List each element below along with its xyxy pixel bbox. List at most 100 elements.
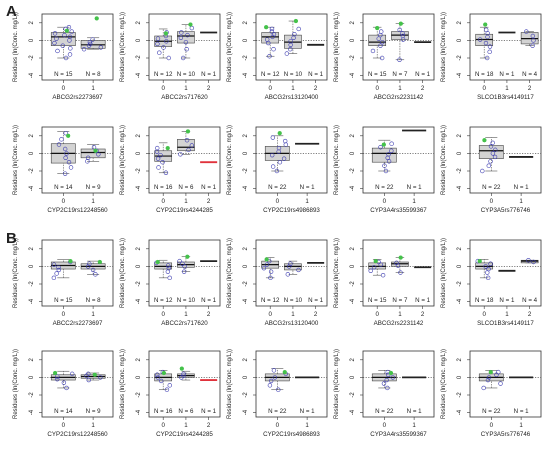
panel: Residues (ln(Conc. mg/L)) -4 -2 0 2 N = 22 N =…: [227, 349, 328, 438]
data-point: [66, 160, 72, 165]
highlight-point: [92, 372, 97, 377]
highlight-point: [381, 142, 386, 147]
data-point: [68, 165, 74, 170]
y-tick-label: 2: [136, 133, 142, 137]
y-tick-label: -4: [243, 185, 249, 191]
n-label: N = 7: [392, 297, 408, 304]
x-tick-label: 0: [375, 85, 379, 92]
data-point: [98, 45, 104, 50]
data-point: [63, 130, 68, 136]
data-point: [481, 385, 486, 391]
x-axis-label: ABCG2rs13120400: [265, 320, 319, 327]
n-label: N = 15: [368, 297, 387, 304]
n-label: N = 12: [261, 297, 280, 304]
x-axis-label: ABCC2rs717620: [161, 94, 208, 101]
x-tick-label: 1: [91, 311, 95, 318]
data-point: [376, 36, 381, 41]
y-tick-label: -2: [243, 281, 249, 287]
n-label: N = 12: [154, 71, 173, 78]
data-point: [98, 375, 103, 380]
y-tick-label: 0: [136, 375, 142, 379]
data-point: [397, 27, 402, 33]
panel-frame: [148, 126, 221, 194]
data-point: [62, 32, 67, 38]
data-point: [378, 145, 383, 150]
y-tick-label: -4: [136, 185, 142, 191]
y-tick-label: 2: [243, 20, 249, 24]
x-tick-label: 1: [519, 422, 523, 429]
y-tick-label: -2: [457, 392, 463, 398]
data-point: [186, 147, 191, 153]
data-point: [483, 27, 489, 33]
y-tick-label: -4: [350, 72, 356, 78]
panel: Residues (ln(Conc. mg/L)) -4 -2 0 2 N = 22 N =…: [334, 349, 435, 438]
panel-grid: Residues (ln(Conc. mg/L)) -4 -2 0 2 N = 15 N =…: [13, 12, 542, 438]
data-point: [87, 261, 92, 266]
data-point: [270, 34, 275, 40]
data-point: [88, 41, 93, 47]
x-tick-label: 2: [528, 85, 532, 92]
n-label: N = 1: [415, 297, 431, 304]
n-label: N = 1: [201, 297, 217, 304]
x-axis-label: CYP3A4rs35599367: [370, 207, 427, 214]
panel: Residues (ln(Conc. mg/L)) -4 -2 0 2 N = 14 N =…: [13, 349, 114, 438]
data-point: [379, 55, 385, 61]
x-axis-label: CYP2C19rs4986893: [263, 431, 320, 438]
y-tick-label: 2: [350, 357, 356, 361]
data-point: [178, 152, 183, 157]
y-axis-label: Residues (ln(Conc. mg/L)): [120, 12, 126, 82]
y-tick-label: 0: [243, 375, 249, 379]
data-point: [270, 152, 275, 158]
data-point: [530, 33, 536, 39]
y-tick-label: -2: [136, 55, 142, 61]
data-point: [160, 160, 165, 165]
data-point: [51, 275, 57, 281]
x-tick-label: 1: [398, 311, 402, 318]
data-point: [276, 387, 281, 392]
panel-frame: [148, 350, 221, 418]
panel: Residues (ln(Conc. mg/L)) -4 -2 0 2 N = 15 N =…: [334, 238, 435, 327]
data-point: [64, 385, 69, 391]
data-point: [55, 48, 60, 54]
n-label: N = 22: [268, 184, 287, 191]
data-point: [386, 152, 391, 157]
data-point: [282, 138, 288, 144]
data-point: [158, 378, 164, 384]
x-tick-label: 0: [490, 422, 494, 429]
panel: Residues (ln(Conc. mg/L)) -4 -2 0 2 N = 18 N =…: [441, 12, 542, 101]
data-point: [484, 55, 490, 61]
y-tick-label: -2: [457, 281, 463, 287]
n-label: N = 18: [475, 71, 494, 78]
x-tick-label: 1: [305, 198, 309, 205]
highlight-point: [375, 25, 380, 31]
data-point: [277, 160, 283, 165]
n-label: N = 12: [154, 297, 173, 304]
data-point: [86, 371, 91, 377]
n-label: N = 10: [284, 71, 303, 78]
n-label: N = 1: [308, 71, 324, 78]
x-axis-label: CYP2C19rs12248560: [47, 207, 108, 214]
data-point: [54, 36, 59, 41]
data-point: [493, 147, 498, 153]
n-label: N = 12: [261, 71, 280, 78]
panel: Residues (ln(Conc. mg/L)) -4 -2 0 2 N = 14 N =…: [13, 125, 114, 214]
y-tick-label: 2: [243, 133, 249, 137]
x-tick-label: 2: [528, 311, 532, 318]
y-tick-label: 0: [350, 264, 356, 268]
highlight-point: [185, 254, 190, 259]
box: [368, 34, 387, 46]
data-point: [181, 371, 186, 377]
y-tick-label: 2: [350, 20, 356, 24]
x-tick-label: 0: [375, 311, 379, 318]
highlight-point: [52, 370, 58, 376]
data-point: [380, 39, 385, 45]
x-tick-label: 1: [184, 198, 188, 205]
x-tick-label: 1: [291, 311, 295, 318]
data-point: [270, 164, 276, 169]
y-tick-label: -2: [29, 392, 35, 398]
y-tick-label: -4: [29, 409, 35, 415]
y-tick-label: -2: [29, 281, 35, 287]
data-point: [288, 261, 293, 266]
n-label: N = 4: [522, 297, 538, 304]
x-axis-label: ABCG2rs2231142: [374, 320, 424, 327]
